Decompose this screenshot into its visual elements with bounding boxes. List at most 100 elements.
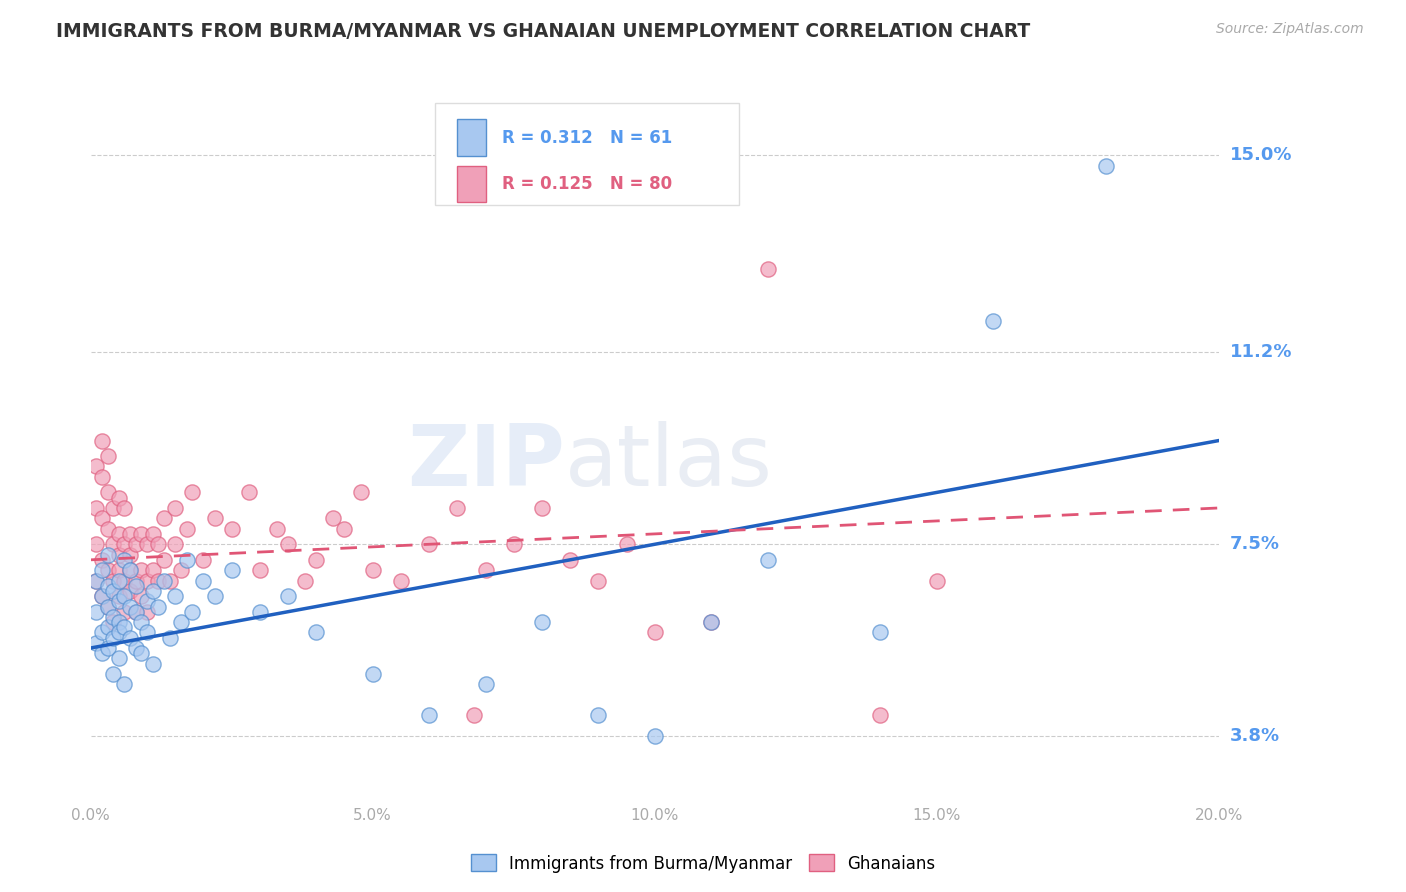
Text: 3.8%: 3.8% — [1230, 727, 1281, 745]
Point — [136, 605, 159, 619]
Point — [588, 574, 610, 588]
FancyBboxPatch shape — [457, 166, 485, 202]
Point — [84, 574, 107, 588]
Point — [204, 511, 226, 525]
Point — [90, 553, 112, 567]
Point — [114, 620, 136, 634]
Point — [108, 548, 131, 562]
Point — [981, 314, 1004, 328]
Point — [142, 584, 165, 599]
Point — [90, 589, 112, 603]
Point — [101, 584, 124, 599]
Point — [96, 522, 118, 536]
Point — [530, 500, 553, 515]
Point — [96, 640, 118, 655]
Point — [108, 594, 131, 608]
Point — [108, 589, 131, 603]
Point — [114, 574, 136, 588]
Point — [131, 527, 153, 541]
Point — [114, 553, 136, 567]
Point — [131, 563, 153, 577]
Point — [869, 625, 891, 640]
Point — [294, 574, 316, 588]
Point — [108, 625, 131, 640]
Point — [96, 579, 118, 593]
Point — [181, 485, 204, 500]
Point — [96, 548, 118, 562]
Point — [114, 605, 136, 619]
Point — [502, 537, 524, 551]
Point — [136, 594, 159, 608]
Point — [221, 563, 243, 577]
Point — [131, 646, 153, 660]
Point — [869, 708, 891, 723]
Point — [249, 605, 271, 619]
Point — [84, 605, 107, 619]
Point — [90, 434, 112, 448]
Point — [530, 615, 553, 629]
Point — [101, 574, 124, 588]
Point — [84, 459, 107, 474]
Text: 15.0%: 15.0% — [1230, 146, 1292, 164]
Point — [418, 537, 440, 551]
Point — [700, 615, 723, 629]
Point — [361, 667, 384, 681]
Point — [84, 636, 107, 650]
Point — [120, 563, 142, 577]
Point — [588, 708, 610, 723]
Point — [418, 708, 440, 723]
Point — [90, 511, 112, 525]
Point — [120, 584, 142, 599]
Point — [159, 574, 181, 588]
Point — [136, 625, 159, 640]
Point — [108, 491, 131, 505]
Point — [756, 553, 779, 567]
Point — [96, 485, 118, 500]
Point — [176, 553, 198, 567]
Point — [84, 574, 107, 588]
Point — [90, 589, 112, 603]
Point — [644, 729, 666, 743]
Point — [925, 574, 948, 588]
Point — [644, 625, 666, 640]
Text: ZIP: ZIP — [406, 421, 565, 504]
Point — [389, 574, 412, 588]
Point — [120, 599, 142, 614]
Point — [120, 563, 142, 577]
Point — [165, 537, 187, 551]
Point — [153, 574, 176, 588]
Point — [101, 537, 124, 551]
Point — [277, 589, 299, 603]
Point — [322, 511, 344, 525]
Point — [101, 500, 124, 515]
Point — [153, 553, 176, 567]
Point — [108, 574, 131, 588]
Point — [136, 574, 159, 588]
Point — [131, 615, 153, 629]
Point — [616, 537, 638, 551]
Text: atlas: atlas — [565, 421, 772, 504]
Point — [165, 589, 187, 603]
Point — [84, 500, 107, 515]
Point — [114, 589, 136, 603]
Point — [96, 563, 118, 577]
Point — [148, 574, 170, 588]
Point — [305, 553, 328, 567]
Point — [101, 631, 124, 645]
Point — [148, 537, 170, 551]
Point — [108, 527, 131, 541]
Point — [108, 563, 131, 577]
Text: 11.2%: 11.2% — [1230, 343, 1292, 361]
Point — [131, 589, 153, 603]
Point — [108, 615, 131, 629]
Point — [114, 677, 136, 691]
Point — [96, 449, 118, 463]
Point — [153, 511, 176, 525]
Point — [159, 631, 181, 645]
Point — [350, 485, 373, 500]
Point — [96, 599, 118, 614]
Point — [249, 563, 271, 577]
Point — [176, 522, 198, 536]
Point — [446, 500, 468, 515]
Point — [90, 625, 112, 640]
